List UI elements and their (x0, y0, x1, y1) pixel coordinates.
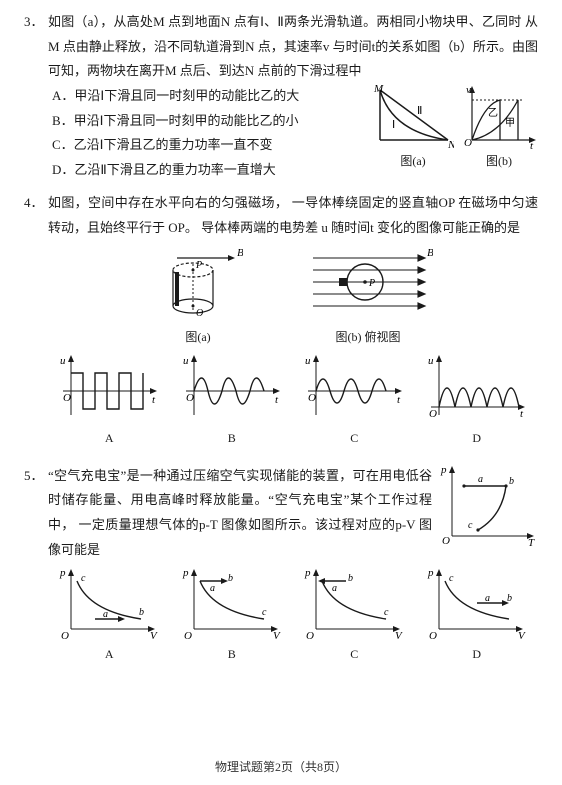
svg-text:P: P (368, 278, 375, 289)
page-footer: 物理试题第2页（共8页） (0, 756, 562, 779)
svg-text:O: O (429, 630, 437, 642)
svg-text:O: O (186, 392, 194, 404)
svg-text:p: p (182, 567, 189, 579)
svg-text:O: O (308, 392, 316, 404)
svg-text:T: T (528, 537, 535, 549)
svg-text:c: c (262, 607, 267, 618)
q5-opt-d-svg: p V O c b a (425, 567, 529, 643)
svg-text:O: O (63, 392, 71, 404)
q3-opt-a: A．甲沿Ⅰ下滑且同一时刻甲的动能比乙的大 (48, 84, 366, 109)
q4-fig-b-svg: P B (303, 244, 433, 326)
svg-text:a: a (485, 593, 490, 604)
q3-fig-b-svg: v t O 乙 甲 (460, 84, 538, 150)
svg-text:u: u (60, 355, 66, 367)
q3-fig-a-svg: M N Ⅰ Ⅱ (372, 84, 454, 150)
q5-opt-a-svg: p V O c a b (57, 567, 161, 643)
svg-text:V: V (395, 630, 403, 642)
svg-text:乙: 乙 (488, 107, 498, 119)
q5-options-row: p V O c a b A (48, 567, 538, 666)
svg-text:b: b (507, 593, 512, 604)
svg-text:O: O (429, 408, 437, 420)
q3-stem: 如图（a），从高处M 点到地面N 点有Ⅰ、Ⅱ两条光滑轨道。两相同小物块甲、乙同时… (48, 10, 538, 84)
q5-number: 5． (24, 464, 48, 672)
q4-opt-d-svg: u O t (425, 355, 529, 427)
svg-text:u: u (305, 355, 311, 367)
svg-text:b: b (509, 476, 514, 487)
q4-opt-d-label: D (425, 427, 529, 450)
svg-text:t: t (520, 408, 524, 420)
q5-opt-a-label: A (57, 643, 161, 666)
q4-opt-a-label: A (57, 427, 161, 450)
svg-text:甲: 甲 (505, 118, 515, 129)
svg-text:a: a (103, 609, 108, 620)
q4-options-row: u O t A u O t B (48, 355, 538, 450)
q4-stem: 如图，空间中存在水平向右的匀强磁场， 一导体棒绕固定的竖直轴OP 在磁场中匀速转… (48, 191, 538, 240)
svg-text:a: a (332, 583, 337, 594)
svg-text:t: t (397, 394, 401, 406)
q3-options: A．甲沿Ⅰ下滑且同一时刻甲的动能比乙的大 B．甲沿Ⅰ下滑且同一时刻甲的动能比乙的… (48, 84, 366, 183)
q5-stem: “空气充电宝”是一种通过压缩空气实现储能的装置，可在用电低谷时储存能量、用电高峰… (48, 464, 432, 563)
q5-opt-c-label: C (302, 643, 406, 666)
svg-text:N: N (447, 139, 454, 150)
q4-fig-a-cap: 图(a) (153, 326, 243, 349)
svg-text:c: c (384, 607, 389, 618)
q4-opt-a-svg: u O t (57, 355, 161, 427)
question-4: 4． 如图，空间中存在水平向右的匀强磁场， 一导体棒绕固定的竖直轴OP 在磁场中… (24, 191, 538, 456)
svg-text:u: u (183, 355, 189, 367)
svg-text:b: b (228, 573, 233, 584)
svg-text:V: V (150, 630, 158, 642)
svg-text:Ⅱ: Ⅱ (417, 105, 422, 117)
svg-text:O: O (464, 137, 472, 149)
svg-text:B: B (427, 247, 433, 259)
q4-fig-b-cap: 图(b) 俯视图 (303, 326, 433, 349)
q4-opt-b-label: B (180, 427, 284, 450)
svg-text:p: p (59, 567, 66, 579)
svg-text:v: v (466, 84, 471, 96)
q3-number: 3． (24, 10, 48, 183)
svg-text:P: P (195, 260, 202, 271)
q4-fig-a-svg: B P O (153, 244, 243, 326)
svg-text:p: p (304, 567, 311, 579)
q5-opt-b-svg: p V O b a c (180, 567, 284, 643)
svg-text:b: b (348, 573, 353, 584)
svg-text:O: O (442, 535, 450, 547)
svg-text:O: O (196, 308, 203, 319)
svg-text:a: a (478, 474, 483, 485)
svg-text:O: O (306, 630, 314, 642)
q4-number: 4． (24, 191, 48, 456)
svg-text:Ⅰ: Ⅰ (392, 119, 395, 131)
q4-setup-figs: B P O 图(a) (48, 244, 538, 349)
q5-opt-d-label: D (425, 643, 529, 666)
q5-opt-c-svg: p V O b a c (302, 567, 406, 643)
svg-text:t: t (275, 394, 279, 406)
q3-fig-b-cap: 图(b) (460, 150, 538, 173)
svg-text:c: c (81, 573, 86, 584)
svg-text:c: c (468, 520, 473, 531)
svg-text:V: V (273, 630, 281, 642)
question-5: 5． “空气充电宝”是一种通过压缩空气实现储能的装置，可在用电低谷时储存能量、用… (24, 464, 538, 672)
q3-opt-c: C．乙沿Ⅰ下滑且乙的重力功率一直不变 (48, 133, 366, 158)
q3-fig-a-cap: 图(a) (372, 150, 454, 173)
svg-text:u: u (428, 355, 434, 367)
svg-text:p: p (440, 464, 447, 476)
svg-text:V: V (518, 630, 526, 642)
svg-text:t: t (152, 394, 156, 406)
svg-text:M: M (373, 84, 384, 95)
q3-figures: M N Ⅰ Ⅱ 图(a) (372, 84, 538, 173)
q4-opt-b-svg: u O t (180, 355, 284, 427)
svg-text:p: p (427, 567, 434, 579)
q3-opt-d: D．乙沿Ⅱ下滑且乙的重力功率一直增大 (48, 158, 366, 183)
svg-text:b: b (139, 607, 144, 618)
svg-text:O: O (61, 630, 69, 642)
q4-opt-c-label: C (302, 427, 406, 450)
q5-pT-svg: p T O a b c (438, 464, 538, 550)
svg-text:B: B (237, 247, 243, 259)
question-3: 3． 如图（a），从高处M 点到地面N 点有Ⅰ、Ⅱ两条光滑轨道。两相同小物块甲、… (24, 10, 538, 183)
q5-opt-b-label: B (180, 643, 284, 666)
svg-text:c: c (449, 573, 454, 584)
q3-opt-b: B．甲沿Ⅰ下滑且同一时刻甲的动能比乙的小 (48, 109, 366, 134)
svg-text:O: O (184, 630, 192, 642)
q4-opt-c-svg: u O t (302, 355, 406, 427)
svg-text:a: a (210, 583, 215, 594)
